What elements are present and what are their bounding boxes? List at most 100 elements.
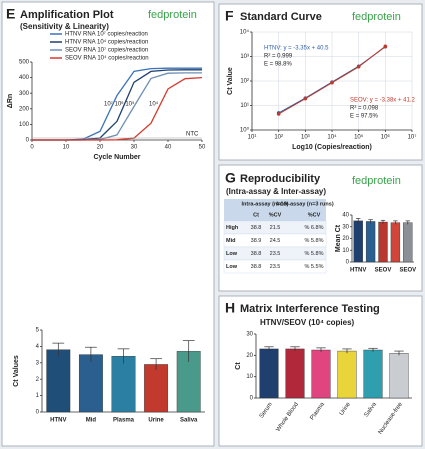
y-tick-label: 10² [240,79,249,85]
annotation: R² = 0.999 [264,54,293,60]
panel-letter: H [225,300,235,316]
bar [111,356,136,413]
y-tick-label: 20 [246,353,253,359]
table-cell: Low [226,264,238,270]
annotation: 10⁴ [149,101,159,108]
table-cell: % 5.5% [305,264,324,270]
point [356,64,361,69]
series-line [32,76,203,141]
y-tick-label: 10³ [240,54,249,60]
bar [390,222,401,263]
panel-f [218,3,423,161]
panel-letter: E [6,6,15,22]
y-tick-label: 500 [19,60,30,66]
y-tick-label: 10⁴ [240,29,250,36]
y-tick-label: 400 [19,75,30,81]
annotation: NTC [186,132,199,138]
table-cell: 23.5 [270,264,281,270]
y-axis-label: Ct Values [13,355,20,387]
chart-subtitle: (Sensitivity & Linearity) [20,22,109,31]
bar [259,348,279,399]
bar [365,221,376,263]
point [303,96,308,101]
annotation: E = 98.8% [264,62,293,68]
x-axis-label: Log10 (Copies/reaction) [292,144,372,151]
y-tick-label: 10 [246,374,253,380]
x-tick-label: SEOV [375,268,392,274]
x-tick-label: 10 [63,145,70,151]
y-tick-label: 3 [36,360,40,366]
x-tick-label: 0 [30,145,34,151]
x-tick-label: 10³ [301,135,310,141]
x-tick-label: Plasma [113,418,135,424]
x-tick-label: 10⁵ [354,134,364,141]
y-tick-label: 0 [26,138,30,144]
x-tick-label: SEOV [399,268,416,274]
table-cell: 21.5 [270,225,281,231]
bar [389,353,409,399]
bar [46,349,71,413]
bar [337,350,357,399]
table-cell: Mid [226,238,235,244]
table-cell: % 5.8% [305,238,324,244]
bar [311,349,331,399]
table-cell: 38.8 [251,225,262,231]
x-tick-label: 10⁴ [327,134,337,141]
chart-subtitle: (Intra-assay & Inter-assay) [226,187,326,196]
y-tick-label: 20 [342,236,349,242]
legend-label: SEOV RNA 10⁴ copies/reaction [65,55,149,62]
brand-logo: fedprotein [148,9,197,21]
bar [363,349,383,399]
legend-label: HTNV RNA 10⁷ copies/reaction [65,31,148,38]
y-axis-label: Ct Value [227,67,234,95]
annotation: 10⁷ 10⁶ 10⁵ [104,101,135,108]
x-tick-label: 40 [165,145,172,151]
annotation: E = 97.5% [350,114,379,120]
y-axis-label: Ct [235,362,242,370]
annotation: HTNV: y = -3.35x + 40.5 [264,46,329,52]
point [383,44,388,49]
x-tick-label: 30 [131,145,138,151]
point [276,112,281,116]
y-tick-label: 10 [342,248,349,254]
table-cell: 38.8 [251,264,262,270]
y-tick-label: 2 [36,377,40,383]
panel-letter: G [225,170,236,186]
table-cell: Low [226,251,238,257]
bar [78,354,103,413]
x-tick-label: 10⁶ [381,134,391,141]
chart-title: Amplification Plot [20,9,114,21]
chart-title: Standard Curve [240,11,322,23]
table-header: Intra-assay (n=10) [242,201,289,207]
brand-logo: fedprotein [352,11,401,23]
table-cell: % 6.8% [305,225,324,231]
bar [378,221,388,263]
x-tick-label: 10¹ [248,135,257,141]
y-tick-label: 1 [36,393,40,399]
table-cell: % 5.8% [305,251,324,257]
x-tick-label: Saliva [180,418,198,424]
table-cell: 23.5 [270,251,281,257]
x-tick-label: 50 [199,145,206,151]
y-tick-label: 200 [19,106,30,112]
bar [285,348,305,399]
annotation: SEOV: y = -3.38x + 41.2 [350,98,415,104]
table-header: Inter-assay (n=3 runs) [276,201,333,207]
legend-label: SEOV RNA 10⁷ copies/reaction [65,47,148,54]
y-tick-label: 0 [36,410,40,416]
chart-title: Matrix Interference Testing [240,303,380,315]
panel-letter: F [225,8,234,24]
table-row-bg [223,259,327,274]
legend-label: HTNV RNA 10⁴ copies/reaction [65,39,148,46]
table-subheader: %CV [308,212,321,218]
brand-logo: fedprotein [352,175,401,187]
bar [403,222,413,263]
bar [353,220,363,263]
bar [144,364,169,413]
table-cell: High [226,225,239,231]
y-tick-label: 300 [19,91,30,97]
table-cell: 24.5 [270,238,281,244]
chart-title: Reproducibility [240,173,321,185]
table-subheader: %CV [269,212,282,218]
